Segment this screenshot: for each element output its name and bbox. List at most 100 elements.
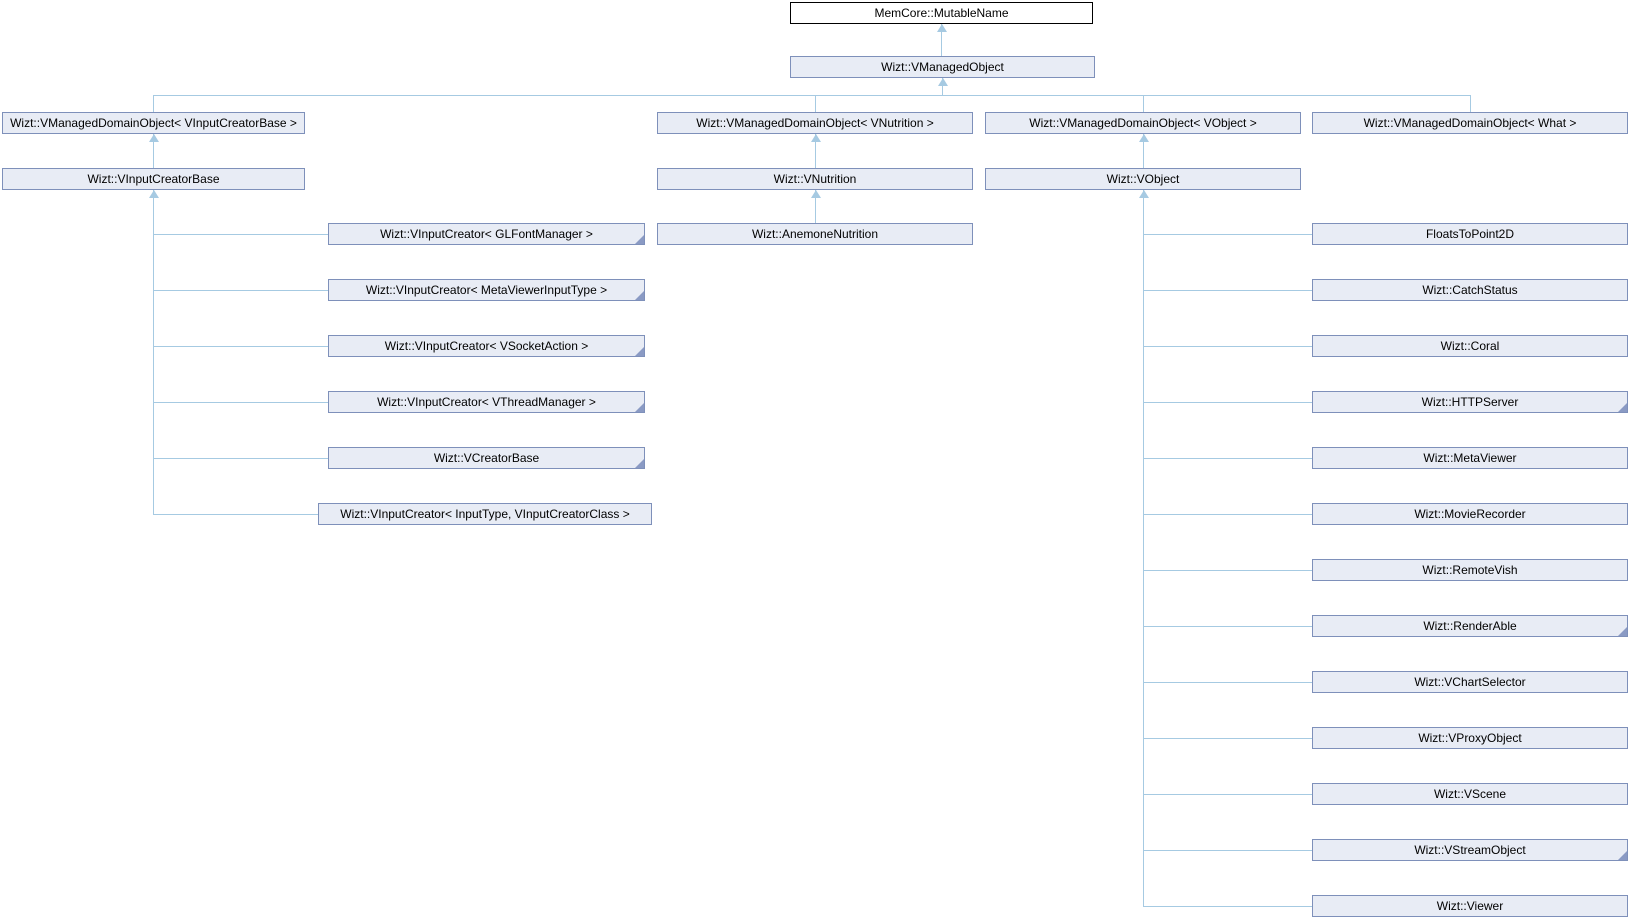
more-children-fold-icon <box>1618 627 1627 636</box>
class-box-metaviewer[interactable]: Wizt::MetaViewer <box>1312 447 1628 469</box>
inheritance-connector-line <box>1143 190 1144 906</box>
class-label: Wizt::VInputCreator< MetaViewerInputType… <box>365 283 608 297</box>
class-label: Wizt::VManagedObject <box>881 60 1004 74</box>
inheritance-arrowhead-icon <box>938 78 948 86</box>
inheritance-arrowhead-icon <box>1139 190 1149 198</box>
inheritance-connector-line <box>1143 570 1312 571</box>
class-label: Wizt::MetaViewer <box>1423 451 1517 465</box>
inheritance-connector-line <box>153 234 328 235</box>
inheritance-connector-line <box>1143 290 1312 291</box>
class-box-vinputcreatorbase[interactable]: Wizt::VInputCreatorBase <box>2 168 305 190</box>
inheritance-connector-line <box>153 346 328 347</box>
class-box-vcreatorbase[interactable]: Wizt::VCreatorBase <box>328 447 645 469</box>
class-label: Wizt::VInputCreator< VSocketAction > <box>384 339 589 353</box>
class-label: Wizt::VManagedDomainObject< VObject > <box>1029 116 1257 130</box>
class-label: FloatsToPoint2D <box>1425 227 1515 241</box>
inheritance-connector-line <box>1143 738 1312 739</box>
inheritance-connector-line <box>1143 794 1312 795</box>
class-box-vobject[interactable]: Wizt::VObject <box>985 168 1301 190</box>
inheritance-arrowhead-icon <box>149 190 159 198</box>
class-box-remotevish[interactable]: Wizt::RemoteVish <box>1312 559 1628 581</box>
inheritance-connector-line <box>1143 134 1144 168</box>
inheritance-connector-line <box>1143 95 1144 112</box>
class-box-vic-vsocketaction[interactable]: Wizt::VInputCreator< VSocketAction > <box>328 335 645 357</box>
inheritance-connector-line <box>1470 95 1471 112</box>
class-label: Wizt::VInputCreator< InputType, VInputCr… <box>340 507 630 521</box>
class-label: Wizt::AnemoneNutrition <box>751 227 879 241</box>
class-box-vmdo-vnutrition[interactable]: Wizt::VManagedDomainObject< VNutrition > <box>657 112 973 134</box>
class-box-coral[interactable]: Wizt::Coral <box>1312 335 1628 357</box>
inheritance-connector-line <box>1143 850 1312 851</box>
inheritance-connector-line <box>153 95 154 112</box>
class-label: Wizt::VManagedDomainObject< What > <box>1363 116 1577 130</box>
class-label: Wizt::VInputCreatorBase <box>87 172 220 186</box>
class-box-floatstopoint2d[interactable]: FloatsToPoint2D <box>1312 223 1628 245</box>
inheritance-connector-line <box>1143 346 1312 347</box>
class-label: Wizt::VProxyObject <box>1418 731 1522 745</box>
class-label: Wizt::VChartSelector <box>1414 675 1526 689</box>
more-children-fold-icon <box>635 459 644 468</box>
more-children-fold-icon <box>635 403 644 412</box>
class-label: Wizt::VManagedDomainObject< VInputCreato… <box>10 116 297 130</box>
class-box-vscene[interactable]: Wizt::VScene <box>1312 783 1628 805</box>
class-box-vmdo-what[interactable]: Wizt::VManagedDomainObject< What > <box>1312 112 1628 134</box>
class-label: Wizt::VStreamObject <box>1414 843 1526 857</box>
inheritance-connector-line <box>1143 402 1312 403</box>
class-box-vmdo-vinputcreatorbase[interactable]: Wizt::VManagedDomainObject< VInputCreato… <box>2 112 305 134</box>
inheritance-arrowhead-icon <box>811 190 821 198</box>
class-label: Wizt::VInputCreator< VThreadManager > <box>377 395 596 409</box>
class-box-renderable[interactable]: Wizt::RenderAble <box>1312 615 1628 637</box>
class-box-vmdo-vobject[interactable]: Wizt::VManagedDomainObject< VObject > <box>985 112 1301 134</box>
more-children-fold-icon <box>635 291 644 300</box>
more-children-fold-icon <box>1618 851 1627 860</box>
class-label: Wizt::HTTPServer <box>1421 395 1519 409</box>
class-box-memcore-mutablename: MemCore::MutableName <box>790 2 1093 24</box>
class-box-vstreamobject[interactable]: Wizt::VStreamObject <box>1312 839 1628 861</box>
inheritance-connector-line <box>941 24 942 56</box>
class-label: Wizt::RenderAble <box>1423 619 1517 633</box>
class-box-movierecorder[interactable]: Wizt::MovieRecorder <box>1312 503 1628 525</box>
class-label: Wizt::CatchStatus <box>1422 283 1518 297</box>
inheritance-connector-line <box>153 458 328 459</box>
inheritance-connector-line <box>153 290 328 291</box>
class-label: Wizt::VCreatorBase <box>433 451 540 465</box>
inheritance-connector-line <box>942 78 943 95</box>
class-box-vic-metaviewerinputtype[interactable]: Wizt::VInputCreator< MetaViewerInputType… <box>328 279 645 301</box>
inheritance-connector-line <box>1143 906 1312 907</box>
inheritance-arrowhead-icon <box>811 134 821 142</box>
class-box-anemonenutrition[interactable]: Wizt::AnemoneNutrition <box>657 223 973 245</box>
class-label: Wizt::VNutrition <box>773 172 857 186</box>
inheritance-arrowhead-icon <box>937 24 947 32</box>
class-box-viewer[interactable]: Wizt::Viewer <box>1312 895 1628 917</box>
class-label: Wizt::Viewer <box>1436 899 1504 913</box>
inheritance-connector-line <box>1143 458 1312 459</box>
inheritance-connector-line <box>815 95 816 112</box>
class-box-vproxyobject[interactable]: Wizt::VProxyObject <box>1312 727 1628 749</box>
class-box-vic-inputtype-vinputcreatorclass[interactable]: Wizt::VInputCreator< InputType, VInputCr… <box>318 503 652 525</box>
more-children-fold-icon <box>1618 403 1627 412</box>
class-box-vchartselector[interactable]: Wizt::VChartSelector <box>1312 671 1628 693</box>
inheritance-arrowhead-icon <box>149 134 159 142</box>
inheritance-connector-line <box>1143 234 1312 235</box>
inheritance-connector-line <box>153 402 328 403</box>
inheritance-connector-line <box>153 134 154 168</box>
class-box-vic-vthreadmanager[interactable]: Wizt::VInputCreator< VThreadManager > <box>328 391 645 413</box>
class-box-httpserver[interactable]: Wizt::HTTPServer <box>1312 391 1628 413</box>
inheritance-connector-line <box>815 134 816 168</box>
class-label: Wizt::VInputCreator< GLFontManager > <box>380 227 593 241</box>
class-box-vmanagedobject[interactable]: Wizt::VManagedObject <box>790 56 1095 78</box>
class-label: Wizt::VScene <box>1433 787 1507 801</box>
class-label: Wizt::VObject <box>1106 172 1180 186</box>
inheritance-connector-line <box>1143 682 1312 683</box>
class-box-catchstatus[interactable]: Wizt::CatchStatus <box>1312 279 1628 301</box>
class-label: Wizt::RemoteVish <box>1422 563 1518 577</box>
class-box-vic-glfontmanager[interactable]: Wizt::VInputCreator< GLFontManager > <box>328 223 645 245</box>
class-label: Wizt::Coral <box>1440 339 1500 353</box>
inheritance-arrowhead-icon <box>1139 134 1149 142</box>
class-label: Wizt::VManagedDomainObject< VNutrition > <box>696 116 934 130</box>
inheritance-connector-line <box>815 190 816 223</box>
inheritance-connector-line <box>153 190 154 514</box>
class-box-vnutrition[interactable]: Wizt::VNutrition <box>657 168 973 190</box>
class-label: MemCore::MutableName <box>874 6 1009 20</box>
